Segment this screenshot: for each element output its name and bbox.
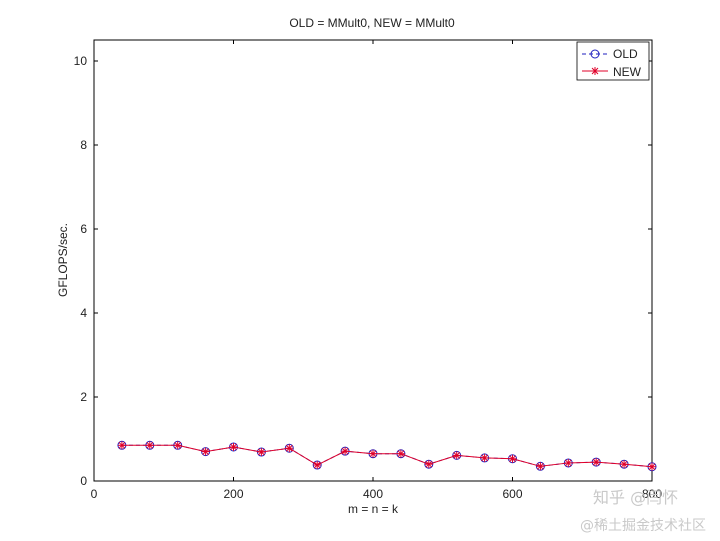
y-tick-label: 4 <box>80 306 87 320</box>
x-tick-label: 400 <box>363 487 383 501</box>
data-point-new <box>369 449 377 458</box>
data-point-new <box>229 442 238 451</box>
legend-new-label: NEW <box>613 65 642 79</box>
chart-title: OLD = MMult0, NEW = MMult0 <box>289 16 455 30</box>
data-point-new <box>536 462 545 471</box>
y-axis-label: GFLOPS/sec. <box>56 223 70 297</box>
legend-box <box>576 41 650 81</box>
legend: OLD NEW <box>576 41 650 81</box>
data-point-new <box>145 441 154 450</box>
watermark-line-1: 知乎 @闫怀 <box>593 488 678 507</box>
x-tick-label: 200 <box>223 487 243 501</box>
y-tick-label: 6 <box>80 222 87 236</box>
data-point-new <box>452 451 461 460</box>
data-point-new <box>508 454 517 463</box>
data-point-new <box>257 448 266 457</box>
data-point-new <box>480 453 489 462</box>
data-point-new <box>313 461 322 470</box>
axis-ticks: 0 200 400 600 800 0 2 4 6 8 10 <box>74 40 662 501</box>
data-point-new <box>396 449 405 458</box>
data-point-new <box>592 458 601 467</box>
data-point-new <box>648 462 656 471</box>
x-axis-label: m = n = k <box>348 502 399 516</box>
data-point-new <box>620 460 629 469</box>
y-tick-label: 8 <box>80 138 87 152</box>
y-tick-label: 2 <box>80 390 87 404</box>
y-tick-label: 0 <box>80 474 87 488</box>
watermark-line-2: @稀土掘金技术社区 <box>580 518 706 534</box>
legend-old-label: OLD <box>613 47 638 61</box>
legend-new-marker <box>591 67 599 75</box>
x-tick-label: 0 <box>91 487 98 501</box>
legend-old-marker <box>590 49 600 59</box>
data-point-new <box>173 441 182 450</box>
series-layer <box>117 440 657 472</box>
data-point-new <box>424 460 433 469</box>
data-point-new <box>341 447 350 456</box>
series-new <box>117 441 656 471</box>
y-tick-label: 10 <box>74 54 88 68</box>
x-tick-label: 800 <box>642 487 662 501</box>
data-point-new <box>564 458 573 467</box>
x-tick-label: 600 <box>502 487 522 501</box>
data-point-new <box>201 447 210 456</box>
series-line-new <box>121 444 653 468</box>
data-point-new <box>285 444 294 453</box>
data-point-new <box>117 441 126 450</box>
